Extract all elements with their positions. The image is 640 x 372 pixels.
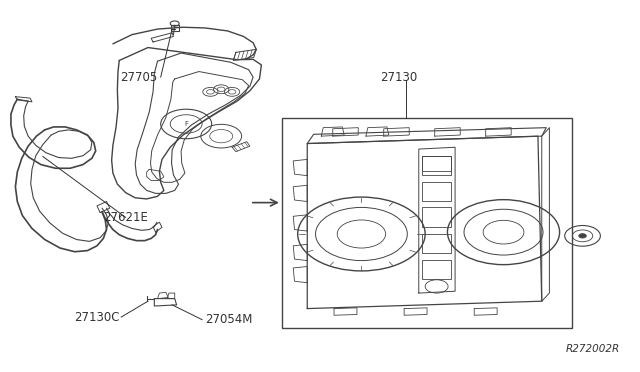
Bar <box>422 156 451 171</box>
Text: 27130C: 27130C <box>74 311 119 324</box>
Text: 27054M: 27054M <box>205 313 253 326</box>
Text: 27130: 27130 <box>381 71 418 84</box>
Bar <box>422 156 451 175</box>
Text: 27621E: 27621E <box>103 211 148 224</box>
Bar <box>282 118 572 328</box>
Bar <box>422 260 451 279</box>
Bar <box>422 208 451 227</box>
Text: 27705: 27705 <box>120 71 157 84</box>
Text: F: F <box>184 121 188 127</box>
Circle shape <box>579 234 586 238</box>
Bar <box>422 234 451 253</box>
Text: R272002R: R272002R <box>565 344 620 354</box>
Bar <box>422 182 451 201</box>
